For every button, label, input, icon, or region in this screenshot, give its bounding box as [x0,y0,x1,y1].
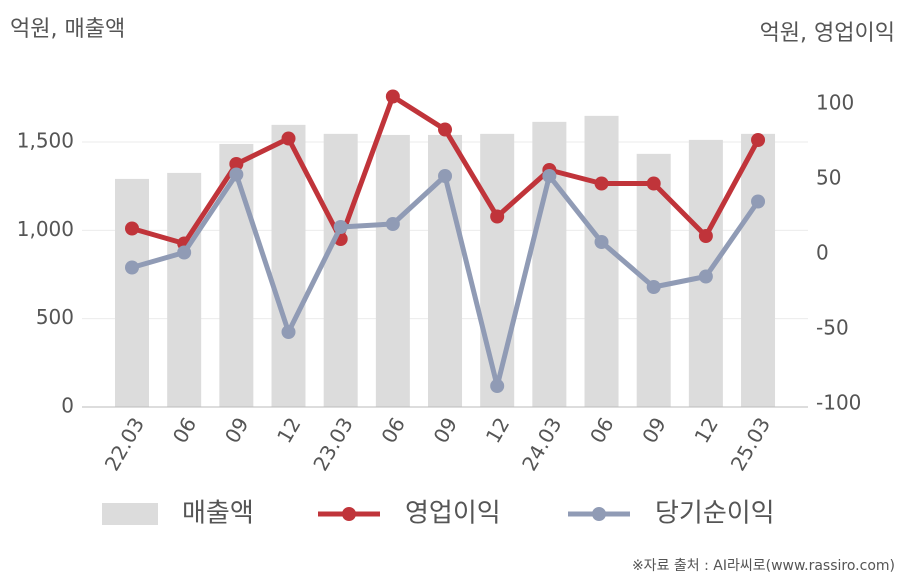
point [385,217,400,231]
point [333,220,348,234]
point [438,122,453,137]
point [281,325,296,339]
x-tick-label: 23.03 [308,413,357,475]
y-tick-label: 0 [61,394,74,418]
x-tick-label: 12 [481,413,515,447]
bar [323,133,358,407]
legend-swatch [342,507,356,521]
point [542,169,557,183]
bar [584,115,619,407]
y-tick-label: 1,000 [17,217,74,241]
point [177,245,192,260]
point [698,229,713,243]
point [594,235,609,249]
x-tick-label: 06 [168,413,202,447]
point [646,280,661,294]
point [438,169,453,183]
point [490,209,505,224]
bar [741,133,776,407]
legend-label: 당기순이익 [655,499,775,529]
point [698,269,713,284]
x-tick-label: 06 [585,413,619,447]
legend-label: 매출액 [182,499,254,529]
point [125,221,139,236]
x-tick-label: 09 [220,413,254,447]
y2-tick-label: -100 [816,391,861,415]
point [125,260,139,275]
bar [480,133,515,407]
point [281,131,296,146]
x-tick-label: 24.03 [517,413,566,475]
bar [115,178,149,407]
y2-tick-label: 0 [816,241,829,265]
point [751,133,766,147]
y-tick-label: 1,500 [17,129,74,153]
bar [375,134,410,407]
y2-tick-label: 100 [816,91,854,115]
x-tick-label: 12 [272,413,306,447]
bar [271,124,306,407]
legend-swatch [592,507,606,521]
point [751,194,766,209]
point [229,167,244,182]
legend-swatch [102,503,158,525]
source: ※자료 출처 : AI라씨로(www.rassiro.com) [632,558,895,574]
y-tick-label: 500 [36,305,74,329]
x-tick-label: 22.03 [100,413,149,475]
point [594,176,609,191]
legend-label: 영업이익 [405,499,501,529]
point [490,379,505,393]
x-tick-label: 12 [689,413,723,447]
y2-axis-label: 억원, 영업이익 [760,21,895,46]
point [646,176,661,191]
x-tick-label: 09 [637,413,671,447]
y2-tick-label: 50 [816,166,841,190]
x-tick-label: 25.03 [726,413,775,475]
y-axis-label: 억원, 매출액 [10,17,125,42]
point [229,157,244,171]
x-tick-label: 09 [429,413,463,447]
y2-tick-label: -50 [816,316,849,340]
bar [167,172,202,407]
x-tick-label: 06 [376,413,410,447]
point [385,89,400,104]
